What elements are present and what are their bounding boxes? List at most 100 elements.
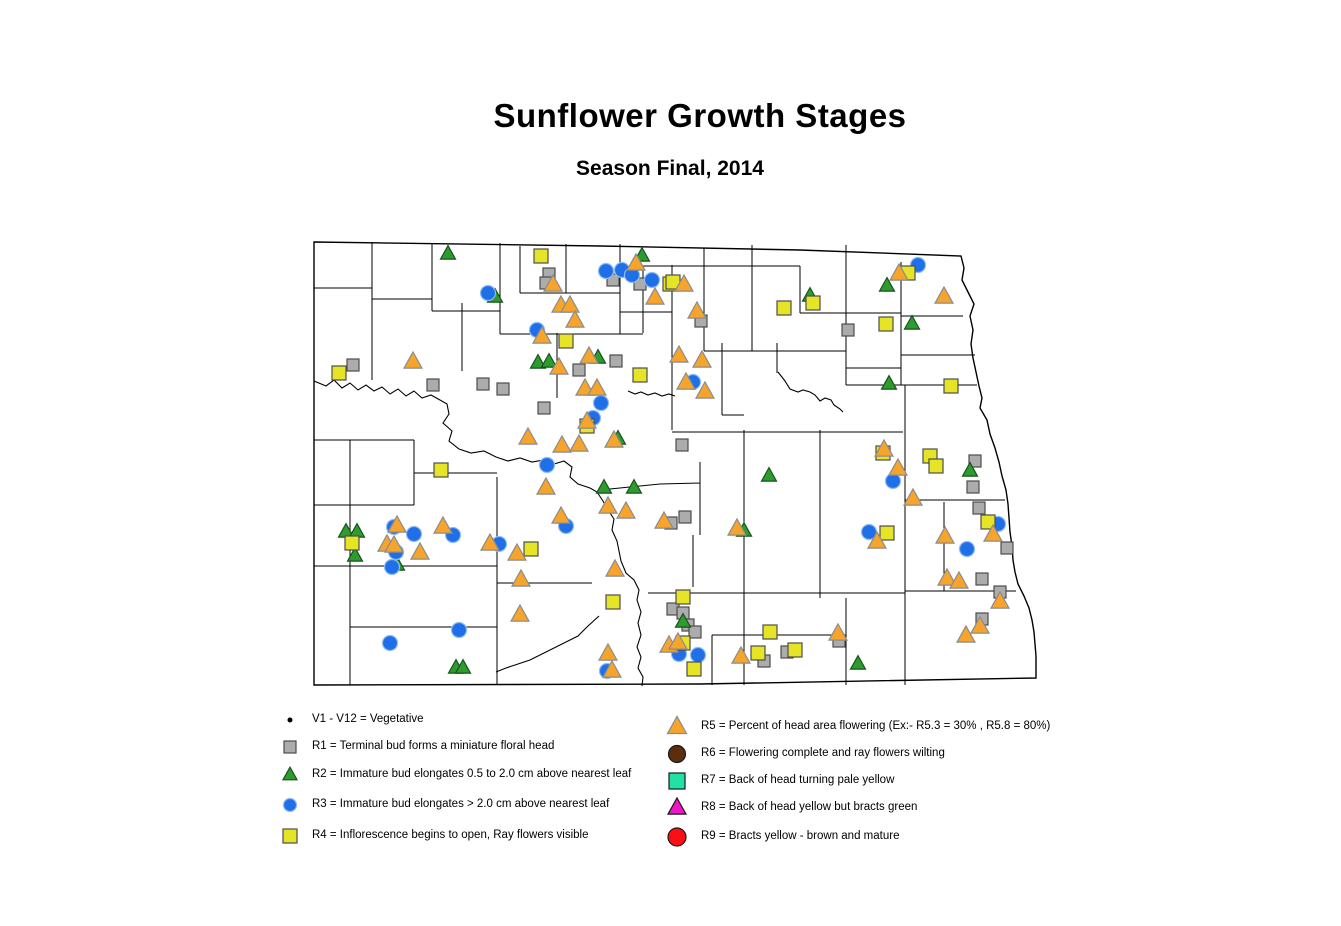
page-subtitle: Season Final, 2014 [576, 157, 764, 180]
map-marker-R5 [383, 534, 405, 553]
map-marker-R4 [686, 661, 702, 677]
map-marker-R5 [625, 252, 647, 271]
legend-label-R7: R7 = Back of head turning pale yellow [701, 774, 895, 786]
map-marker-R2 [529, 353, 547, 369]
map-marker-R3 [381, 634, 399, 652]
map-marker-R4 [750, 645, 766, 661]
map-marker-R5 [888, 262, 910, 281]
map-marker-R2 [903, 314, 921, 330]
map-marker-R3 [479, 284, 497, 302]
map-marker-R1 [972, 501, 986, 515]
map-marker-R4 [331, 365, 347, 381]
map-marker-R5 [601, 659, 623, 678]
cannonball-river-boundary [495, 615, 600, 673]
map-marker-R1 [496, 382, 510, 396]
map-marker-R5 [548, 356, 570, 375]
legend-symbol-V [287, 717, 293, 723]
map-marker-R5 [694, 380, 716, 399]
map-marker-R2 [346, 546, 364, 562]
map-marker-R2 [439, 244, 457, 260]
map-marker-R5 [586, 377, 608, 396]
map-marker-R5 [615, 500, 637, 519]
map-marker-R1 [572, 363, 586, 377]
missouri-river-boundary [313, 379, 644, 687]
county-boundaries [314, 242, 1016, 685]
map-marker-R5 [578, 345, 600, 364]
legend-label-V: V1 - V12 = Vegetative [312, 713, 424, 725]
map-marker-R4 [805, 295, 821, 311]
map-marker-R4 [433, 462, 449, 478]
map-marker-R5 [568, 433, 590, 452]
map-marker-R4 [558, 333, 574, 349]
map-marker-R1 [678, 510, 692, 524]
map-marker-R5 [509, 603, 531, 622]
map-marker-R5 [479, 532, 501, 551]
map-marker-R4 [762, 624, 778, 640]
map-marker-R5 [597, 495, 619, 514]
map-marker-R2 [878, 276, 896, 292]
map-marker-R5 [668, 344, 690, 363]
map-marker-R4 [980, 514, 996, 530]
map-marker-R1 [675, 438, 689, 452]
map-marker-R5 [989, 590, 1011, 609]
map-marker-R5 [576, 410, 598, 429]
legend-symbol-layer [281, 715, 688, 847]
map-marker-R5 [386, 514, 408, 533]
map-marker-R4 [344, 535, 360, 551]
map-marker-R4 [879, 525, 895, 541]
map-marker-R5 [603, 429, 625, 448]
map-marker-R5 [948, 570, 970, 589]
map-marker-R5 [510, 568, 532, 587]
devils-lake-boundary [777, 371, 844, 413]
legend-symbol-R3 [282, 797, 298, 813]
map-marker-R3 [592, 394, 610, 412]
map-marker-R2 [454, 658, 472, 674]
map-marker-R5 [726, 517, 748, 536]
map-marker-R3 [689, 646, 707, 664]
map-marker-R4 [928, 458, 944, 474]
map-marker-R5 [542, 273, 564, 292]
map-marker-R3 [450, 621, 468, 639]
map-marker-R4 [632, 367, 648, 383]
map-marker-R5 [691, 349, 713, 368]
map-marker-R5 [873, 438, 895, 457]
map-marker-R1 [426, 378, 440, 392]
legend-symbol-R5 [666, 715, 688, 735]
map-marker-R1 [609, 354, 623, 368]
map-marker-R4 [523, 541, 539, 557]
map-marker-R5 [644, 286, 666, 305]
legend-label-R3: R3 = Immature bud elongates > 2.0 cm abo… [312, 798, 610, 810]
map-marker-R2 [760, 466, 778, 482]
legend-label-R2: R2 = Immature bud elongates 0.5 to 2.0 c… [312, 768, 632, 780]
legend-symbol-R2 [281, 765, 299, 781]
map-marker-R1 [346, 358, 360, 372]
map-marker-R3 [405, 525, 423, 543]
sheyenne-river-squiggle [627, 390, 676, 397]
state-outline-layer [313, 241, 1037, 686]
map-marker-R5 [667, 631, 689, 650]
map-marker-R3 [643, 271, 661, 289]
map-marker-R5 [969, 615, 991, 634]
map-marker-R5 [686, 300, 708, 319]
map-marker-R1 [537, 401, 551, 415]
map-marker-R4 [878, 316, 894, 332]
map-marker-R5 [402, 350, 424, 369]
county-boundary-layer [313, 242, 1016, 687]
map-marker-R5 [866, 530, 888, 549]
map-marker-R1 [968, 454, 982, 468]
map-marker-R4 [675, 589, 691, 605]
legend-symbol-R4 [282, 828, 298, 844]
legend-label-R9: R9 = Bracts yellow - brown and mature [701, 830, 900, 842]
map-marker-R4 [605, 594, 621, 610]
map-marker-R1 [688, 625, 702, 639]
legend-label-R5: R5 = Percent of head area flowering (Ex:… [701, 720, 1051, 732]
map-marker-R3 [383, 558, 401, 576]
map-marker-R5 [675, 371, 697, 390]
map-marker-R5 [506, 542, 528, 561]
map-marker-R2 [674, 612, 692, 628]
map-marker-R2 [961, 461, 979, 477]
legend-label-R1: R1 = Terminal bud forms a miniature flor… [312, 740, 555, 752]
state-outline [313, 241, 1037, 686]
map-marker-R5 [673, 273, 695, 292]
